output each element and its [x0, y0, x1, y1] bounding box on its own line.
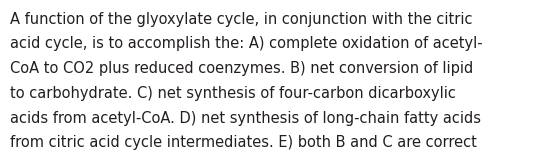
Text: acids from acetyl-CoA. D) net synthesis of long-chain fatty acids: acids from acetyl-CoA. D) net synthesis …	[10, 111, 481, 126]
Text: to carbohydrate. C) net synthesis of four-carbon dicarboxylic: to carbohydrate. C) net synthesis of fou…	[10, 86, 456, 101]
Text: CoA to CO2 plus reduced coenzymes. B) net conversion of lipid: CoA to CO2 plus reduced coenzymes. B) ne…	[10, 61, 473, 76]
Text: A function of the glyoxylate cycle, in conjunction with the citric: A function of the glyoxylate cycle, in c…	[10, 12, 473, 27]
Text: acid cycle, is to accomplish the: A) complete oxidation of acetyl-: acid cycle, is to accomplish the: A) com…	[10, 36, 483, 51]
Text: from citric acid cycle intermediates. E) both B and C are correct: from citric acid cycle intermediates. E)…	[10, 135, 477, 150]
